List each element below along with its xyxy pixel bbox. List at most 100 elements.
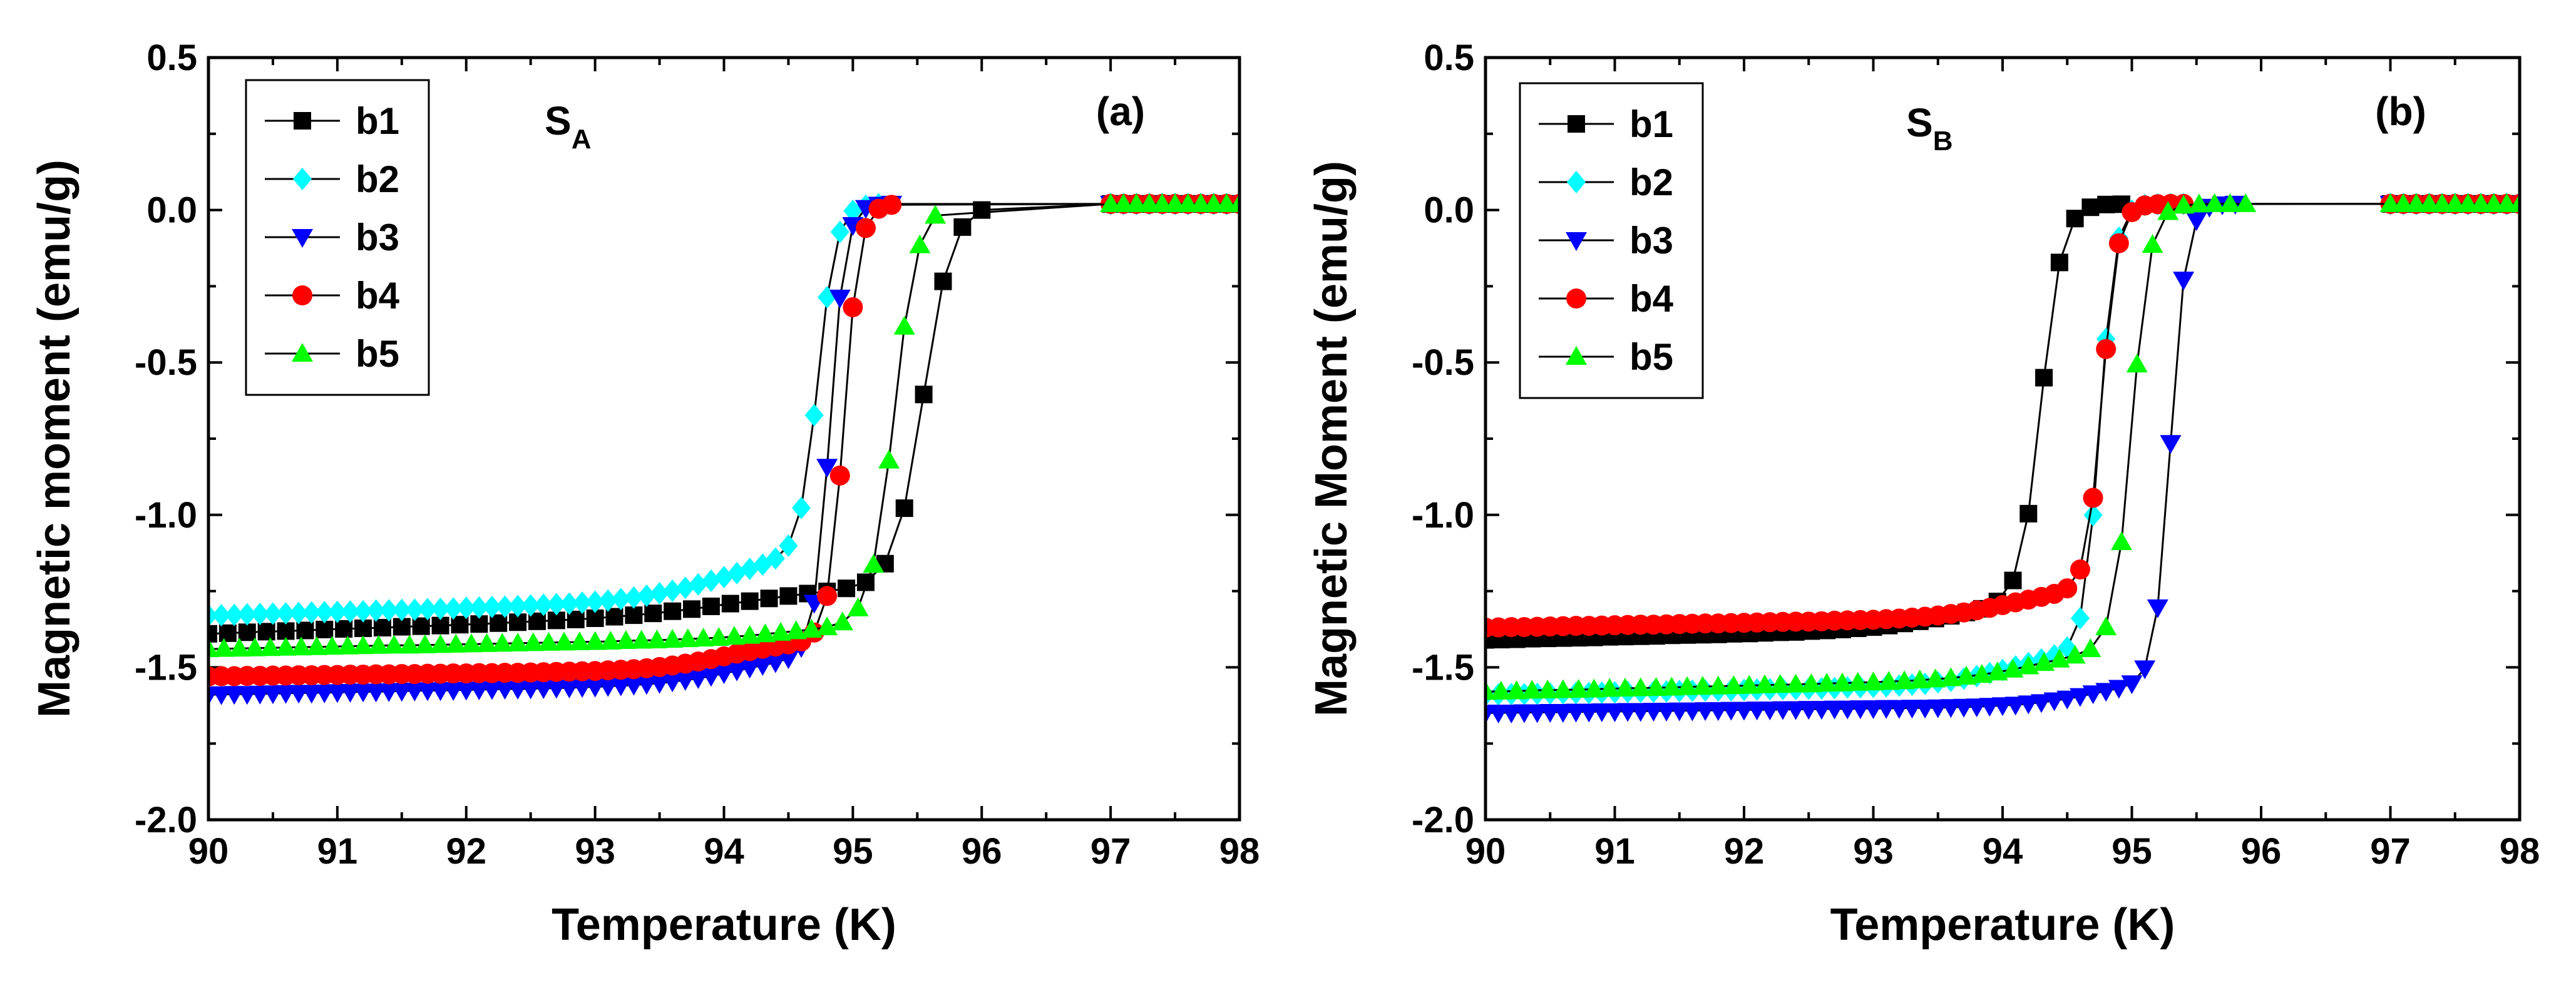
data-point-b3 (2018, 695, 2040, 715)
data-point-b5 (1599, 678, 1621, 697)
data-point-b5 (662, 629, 684, 648)
data-point-b5 (1909, 669, 1931, 688)
data-point-b5 (1629, 677, 1651, 696)
x-tick-label: 94 (1983, 831, 2023, 872)
x-tick-label: 97 (2370, 831, 2411, 872)
data-point-b5 (553, 631, 575, 651)
data-point-b5 (1831, 672, 1853, 691)
data-point-b5 (1986, 661, 2008, 681)
data-point-b3 (764, 654, 786, 673)
y-tick-label: -1.0 (1412, 495, 1474, 536)
data-point-b3 (713, 665, 735, 685)
legend-marker-b3 (292, 229, 313, 248)
data-point-b3 (2030, 694, 2052, 713)
data-point-b5 (816, 616, 838, 636)
data-point-b5 (522, 632, 544, 651)
data-point-b5 (367, 635, 389, 654)
data-point-b1 (316, 620, 334, 638)
data-point-b5 (290, 636, 312, 656)
y-tick-label: -1.5 (135, 647, 197, 688)
data-point-b2 (289, 601, 309, 625)
data-point-b5 (1521, 680, 1543, 699)
data-point-b2 (405, 598, 424, 621)
data-point-b3 (829, 289, 851, 309)
sample-label: SB (1906, 100, 1953, 156)
data-point-b2 (804, 404, 824, 427)
data-point-b2 (431, 597, 450, 620)
data-point-b1 (208, 625, 217, 643)
data-point-b5 (259, 637, 281, 656)
y-tick-label: -0.5 (135, 342, 197, 383)
legend-marker-b5 (292, 343, 313, 362)
data-point-b1 (296, 621, 314, 640)
data-point-b2 (611, 588, 630, 611)
data-point-b5 (1568, 678, 1589, 698)
x-tick-label: 93 (1853, 831, 1894, 872)
data-point-b4 (2096, 339, 2117, 359)
data-point-b3 (816, 459, 838, 478)
x-tick-label: 96 (962, 831, 1002, 872)
data-point-b5 (1878, 671, 1900, 690)
data-point-b5 (770, 621, 792, 641)
series-markers-b5 (1486, 193, 2520, 700)
data-point-b5 (1800, 673, 1822, 693)
data-point-b3 (2185, 212, 2207, 232)
data-point-b1 (779, 587, 798, 605)
x-tick-label: 90 (1465, 831, 1506, 872)
data-point-b5 (785, 620, 807, 640)
data-point-b2 (675, 576, 695, 599)
legend-label-b1: b1 (356, 100, 399, 142)
plot-frame (1484, 56, 2522, 822)
data-point-b2 (495, 595, 515, 618)
data-point-b5 (1583, 678, 1605, 698)
data-point-b2 (482, 595, 501, 618)
x-tick-label: 98 (1219, 831, 1260, 872)
data-point-b2 (225, 603, 244, 626)
data-point-b2 (689, 573, 708, 596)
data-point-b1 (2050, 253, 2068, 272)
data-point-b1 (218, 624, 237, 642)
data-point-b3 (2043, 692, 2065, 712)
data-point-b1 (335, 620, 353, 638)
data-point-b5 (507, 632, 529, 651)
panel-label: (b) (2375, 89, 2426, 134)
data-point-b2 (624, 586, 644, 609)
data-point-b2 (779, 534, 798, 558)
data-point-b3 (2069, 688, 2091, 707)
data-point-b1 (2081, 198, 2100, 217)
data-point-b4 (2057, 578, 2078, 599)
y-tick-label: -2.0 (135, 800, 197, 840)
x-tick-label: 95 (2112, 831, 2152, 872)
data-point-b1 (412, 617, 430, 635)
series-markers-b4 (208, 193, 1239, 687)
data-point-b5 (1614, 678, 1636, 697)
data-point-b5 (584, 631, 606, 650)
legend-label-b4: b4 (1629, 278, 1674, 320)
y-axis-title: Magnetic Moment (emu/g) (1306, 161, 1357, 717)
data-point-b2 (598, 589, 618, 612)
data-point-b2 (263, 602, 282, 625)
data-point-b5 (754, 623, 776, 643)
data-point-b3 (2056, 690, 2078, 710)
data-point-b1 (915, 385, 933, 404)
data-point-b1 (644, 605, 662, 623)
data-point-b1 (2004, 571, 2022, 589)
data-point-b2 (714, 566, 734, 589)
legend-marker-b5 (1566, 346, 1587, 365)
data-point-b5 (383, 635, 405, 654)
data-point-b5 (2095, 616, 2117, 636)
data-point-b3 (635, 676, 657, 695)
data-point-b2 (212, 604, 231, 627)
y-tick-label: -1.5 (1412, 647, 1474, 688)
data-point-b2 (444, 597, 463, 620)
data-point-b3 (2004, 696, 2026, 716)
data-point-b5 (1537, 679, 1559, 698)
data-point-b5 (476, 633, 498, 652)
legend-label-b2: b2 (356, 158, 399, 200)
data-point-b5 (2219, 193, 2241, 212)
data-point-b1 (2035, 369, 2053, 387)
data-point-b4 (843, 297, 863, 318)
data-point-b1 (741, 592, 759, 610)
data-point-b3 (2147, 599, 2168, 618)
data-point-b5 (1738, 675, 1760, 694)
